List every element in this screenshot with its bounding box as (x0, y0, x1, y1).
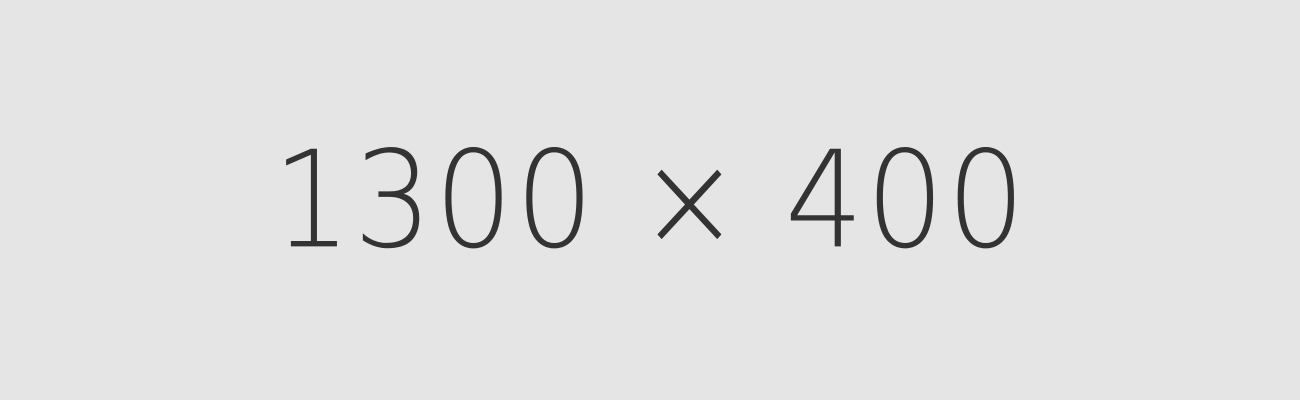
dimensions-label: 1300 × 400 (272, 123, 1028, 279)
